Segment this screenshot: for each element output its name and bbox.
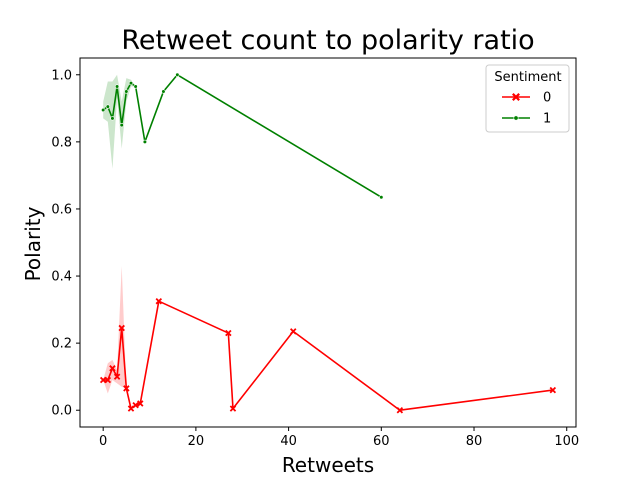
series-1-point	[114, 84, 120, 89]
series-1-point	[142, 139, 147, 144]
y-tick-label: 0.6	[51, 202, 72, 217]
legend-label-1: 1	[543, 112, 551, 127]
x-tick-label: 0	[99, 434, 107, 449]
series-0-line	[103, 300, 553, 412]
series-0-point	[229, 405, 237, 412]
series-1-point	[128, 81, 134, 86]
series-0-point	[225, 329, 232, 337]
x-tick-label: 20	[188, 434, 205, 449]
series-1-point	[105, 104, 110, 109]
series-0-point	[396, 406, 404, 414]
series-0-point	[549, 386, 557, 394]
x-tick-label: 80	[466, 434, 483, 449]
series-0-point	[155, 297, 163, 305]
series-0-point	[132, 401, 139, 409]
series-0-confidence-band	[103, 265, 553, 411]
series-1-point	[101, 107, 106, 113]
y-tick-label: 0.0	[51, 404, 72, 419]
series-0-point	[289, 328, 297, 335]
x-axis-title: Retweets	[282, 453, 374, 477]
series-0-point	[118, 324, 125, 332]
series-1-point	[379, 195, 384, 200]
series-1-confidence-band	[103, 74, 382, 198]
series-1-point	[124, 89, 129, 94]
series-1-point	[175, 72, 180, 77]
chart-title: Retweet count to polarity ratio	[121, 25, 534, 56]
y-tick-label: 0.4	[51, 270, 72, 285]
legend-title: Sentiment	[494, 70, 561, 85]
y-tick-label: 0.8	[51, 135, 72, 150]
series-0-point	[113, 373, 121, 380]
legend-frame	[485, 64, 570, 133]
x-tick-label: 60	[373, 434, 390, 449]
plot-area: 0 20 40 60 80 100 0.0 0.2 0.4 0.6 0.8 1.0	[51, 57, 579, 449]
legend-label-0: 0	[543, 91, 551, 106]
series-1-point	[119, 122, 124, 128]
series-1-group	[101, 72, 384, 200]
y-axis-title: Polarity	[21, 206, 45, 281]
series-1-line	[102, 73, 382, 198]
y-tick-label: 1.0	[51, 68, 72, 83]
legend-marker-0	[512, 93, 520, 101]
series-0-point	[109, 365, 116, 372]
series-1-point	[133, 84, 138, 89]
series-1-point	[161, 89, 166, 94]
series-0-group	[99, 265, 557, 414]
axes-frame	[79, 57, 577, 428]
series-0-point	[127, 405, 135, 412]
series-0-point	[104, 376, 112, 384]
x-tick-label: 40	[280, 434, 297, 449]
x-tick-label: 100	[554, 434, 579, 449]
legend: Sentiment 0 1	[485, 64, 570, 133]
y-tick-label: 0.2	[51, 337, 72, 352]
series-1-point	[110, 116, 115, 121]
series-0-point	[137, 400, 144, 407]
series-0-point	[123, 385, 130, 392]
legend-marker-1	[513, 115, 519, 121]
